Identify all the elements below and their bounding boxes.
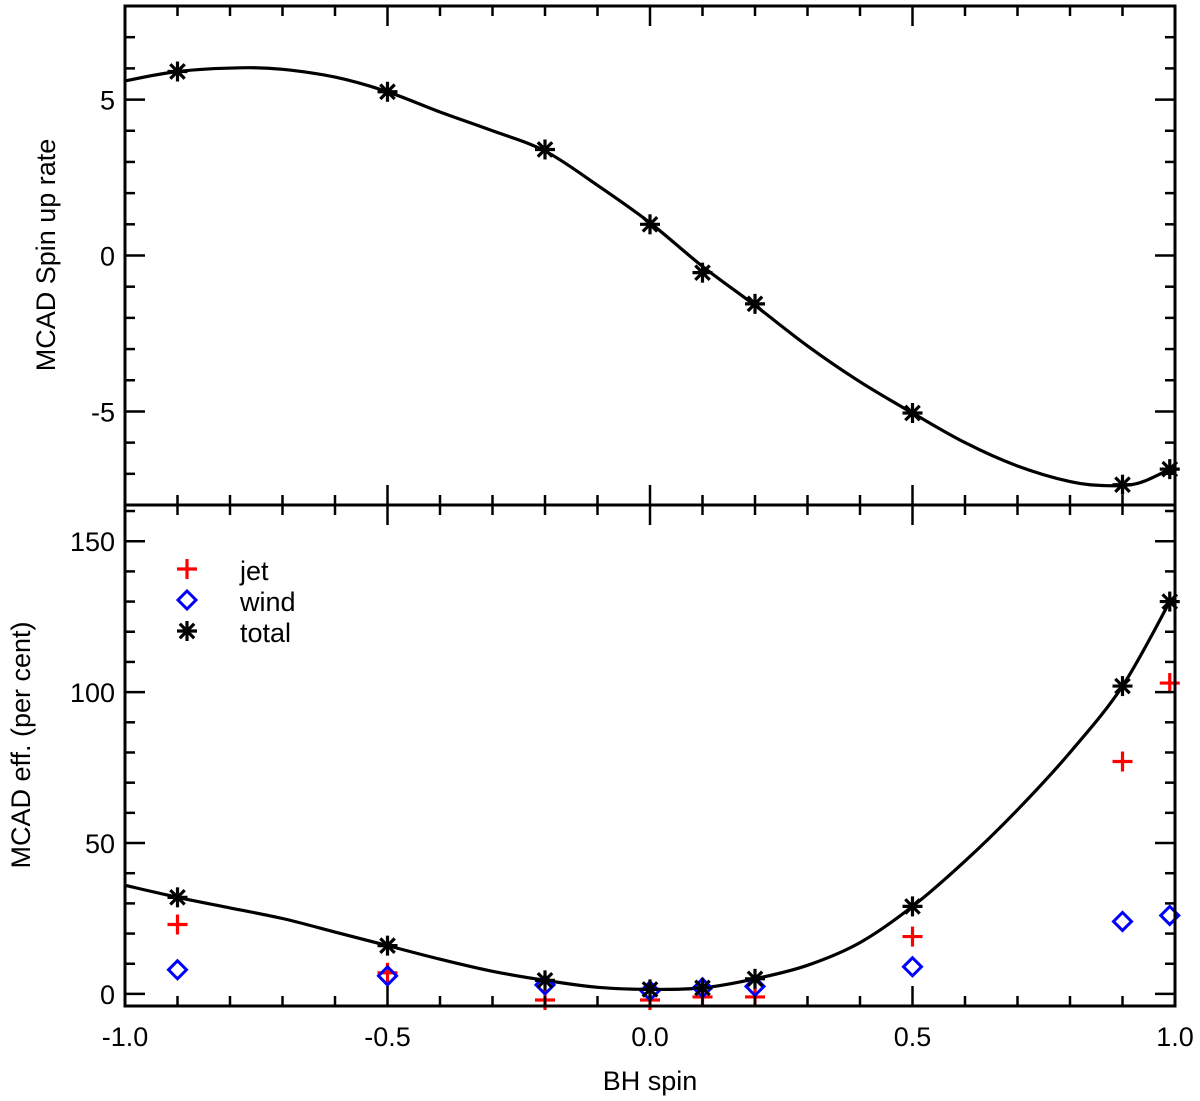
legend-marker-jet (177, 559, 197, 579)
top-ticks-layer (123, 4, 1177, 507)
top-fit-line-layer (124, 66, 1171, 488)
x-tick-label: 0.5 (894, 1022, 932, 1052)
top-y-axis-label: MCAD Spin up rate (31, 139, 61, 372)
bottom-total-point (1112, 676, 1133, 697)
legend-label-wind: wind (239, 587, 296, 617)
bottom-y-axis-label: MCAD eff. (per cent) (6, 621, 36, 868)
bottom-total-point (535, 970, 555, 991)
top-total-point (167, 61, 188, 82)
top-y-tick-label: 0 (100, 242, 115, 272)
x-axis-label: BH spin (603, 1066, 698, 1096)
bottom-panel: 0 50 100 150 -1.0 -0.5 0.0 0.5 1.0 MCAD eff. (pe… (6, 503, 1194, 1096)
bottom-ticks-layer (123, 505, 1177, 1006)
legend: jet wind total (175, 556, 296, 648)
x-tick-label: -0.5 (364, 1022, 411, 1052)
legend-marker-total (177, 621, 197, 641)
legend-marker-total (177, 621, 197, 641)
bottom-y-tick-label: 100 (70, 678, 115, 708)
legend-marker-wind (175, 588, 199, 612)
legend-entry-total: total (177, 618, 291, 648)
top-total-point (745, 293, 765, 314)
x-tick-label: -1.0 (102, 1022, 149, 1052)
bottom-fit-line (124, 600, 1172, 992)
bottom-y-tick-label: 0 (100, 980, 115, 1010)
bottom-total-point (167, 887, 188, 908)
legend-label-total: total (240, 618, 291, 648)
legend-marker-wind (175, 588, 199, 612)
top-y-tick-label: -5 (91, 397, 115, 427)
bottom-total-point (745, 968, 765, 989)
top-total-point (1112, 474, 1133, 495)
bottom-total-point (902, 896, 923, 917)
bottom-total-point (692, 977, 713, 998)
bottom-jet-point (167, 914, 188, 935)
top-plot-frame (123, 4, 1177, 507)
bottom-total-point (377, 935, 398, 956)
legend-entry-jet: jet (177, 556, 269, 586)
bottom-wind-point (376, 964, 399, 987)
legend-label-jet: jet (239, 556, 269, 586)
legend-entry-wind: wind (175, 587, 296, 617)
bottom-y-tick-label: 50 (85, 829, 115, 859)
top-fit-line (124, 66, 1171, 488)
bottom-plot-frame (123, 503, 1177, 1008)
bottom-y-tick-label: 150 (70, 527, 115, 557)
top-total-point (692, 262, 713, 283)
bottom-wind-point (901, 955, 924, 978)
top-y-tick-label: 5 (100, 86, 115, 116)
x-tick-label: 0.0 (631, 1022, 669, 1052)
bottom-jet-point (1159, 673, 1180, 694)
bottom-wind-point (1111, 910, 1134, 933)
x-tick-label: 1.0 (1156, 1022, 1194, 1052)
top-total-point (1159, 459, 1180, 480)
top-tick-labels: 5 0 -5 (91, 86, 115, 428)
bottom-tick-labels: 0 50 100 150 -1.0 -0.5 0.0 0.5 1.0 (70, 527, 1194, 1052)
bottom-jet-point (902, 926, 923, 947)
top-total-point (377, 81, 398, 102)
bottom-jet-point (1112, 751, 1133, 772)
legend-marker-jet (177, 559, 197, 579)
top-marks-layer (167, 61, 1180, 495)
top-panel: 5 0 -5 MCAD Spin up rate (31, 4, 1180, 507)
bottom-fit-line-layer (124, 600, 1172, 992)
bottom-wind-point (166, 958, 189, 981)
top-total-point (640, 214, 660, 235)
top-total-point (535, 139, 555, 160)
top-total-point (902, 402, 923, 423)
